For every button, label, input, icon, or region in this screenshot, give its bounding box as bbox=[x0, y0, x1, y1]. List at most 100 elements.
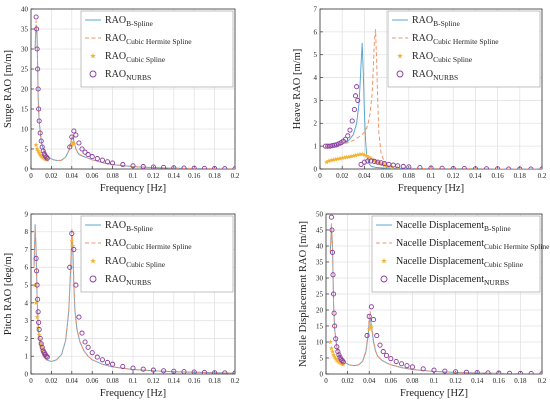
y-tick-labels: 0 1 2 3 4 5 6 7 bbox=[314, 5, 323, 173]
plot-area bbox=[32, 224, 235, 374]
y-tick-label: 0 bbox=[314, 165, 318, 173]
x-tick-label: 0.06 bbox=[385, 377, 398, 385]
x-tick-label: 0.04 bbox=[66, 377, 79, 385]
data-point-circle bbox=[442, 368, 448, 374]
data-point-circle bbox=[69, 134, 75, 140]
data-point-circle bbox=[36, 118, 42, 124]
legend-box bbox=[371, 215, 541, 293]
legend-label-sub: B-Spline bbox=[433, 19, 460, 28]
y-tick-label: 20 bbox=[316, 306, 324, 314]
data-point-circle bbox=[328, 214, 334, 220]
data-point-circle bbox=[329, 249, 336, 255]
data-point-circle bbox=[35, 86, 41, 92]
y-tick-label: 35 bbox=[316, 258, 324, 266]
data-point-circle bbox=[330, 272, 336, 278]
data-point-star bbox=[366, 326, 372, 332]
data-point-star bbox=[328, 157, 334, 163]
legend-label-sub: Cubic Hermite Spline bbox=[126, 242, 192, 251]
x-axis-label: Frequency [Hz] bbox=[398, 183, 464, 194]
data-point-star bbox=[375, 159, 381, 165]
x-tick-label: 0.14 bbox=[168, 377, 181, 385]
y-tick-label: 2 bbox=[314, 120, 318, 128]
x-tick-label: 0.04 bbox=[363, 377, 376, 385]
x-axis-label: Frequency [Hz] bbox=[100, 388, 166, 399]
data-point-circle bbox=[161, 164, 167, 169]
data-point-circle bbox=[89, 154, 95, 160]
data-point-circle bbox=[110, 160, 116, 166]
legend-label-sub: NURBS bbox=[433, 73, 458, 82]
data-point-circle bbox=[388, 356, 394, 362]
data-point-circle bbox=[351, 107, 357, 113]
plot-area bbox=[322, 29, 542, 169]
data-point-star bbox=[33, 142, 39, 148]
legend-label-base: RAO bbox=[105, 15, 126, 26]
data-point-circle bbox=[528, 166, 534, 169]
data-point-star bbox=[368, 155, 374, 161]
data-point-star bbox=[328, 345, 334, 351]
y-tick-label: 0 bbox=[25, 165, 29, 173]
legend-label-base: RAO bbox=[412, 69, 433, 80]
data-point-circle bbox=[89, 350, 95, 356]
x-tick-labels: 0 0.02 0.04 0.06 0.08 0.1 0.12 0.14 0.16 0.18 0.2 bbox=[29, 166, 240, 180]
data-point-circle bbox=[191, 165, 197, 169]
data-point-circle bbox=[368, 304, 374, 310]
plot-area bbox=[33, 14, 235, 169]
y-tick-label: 15 bbox=[21, 105, 29, 113]
data-point-star bbox=[33, 300, 39, 305]
x-tick-label: 0.08 bbox=[106, 172, 119, 180]
data-point-star bbox=[335, 156, 341, 162]
legend-label-sub: B-Spline bbox=[126, 224, 153, 233]
x-tick-label: 0.1 bbox=[129, 172, 138, 180]
data-point-circle bbox=[358, 161, 364, 167]
data-point-circle bbox=[406, 164, 412, 169]
x-tick-label: 0.1 bbox=[129, 377, 138, 385]
legend-symbol-nurbs bbox=[396, 70, 404, 78]
data-point-circle bbox=[104, 159, 111, 165]
data-point-circle bbox=[336, 352, 342, 358]
data-point-circle bbox=[374, 333, 380, 339]
legend-label-base: RAO bbox=[105, 256, 126, 267]
data-point-circle bbox=[44, 155, 50, 161]
data-point-circle bbox=[352, 93, 359, 99]
y-tick-label: 40 bbox=[316, 242, 324, 250]
legend-label-sub: Cubic Spline bbox=[484, 260, 524, 269]
data-point-circle bbox=[34, 46, 40, 52]
legend-label-sub: B-Spline bbox=[126, 19, 153, 28]
data-point-circle bbox=[232, 370, 235, 374]
x-tick-label: 0.18 bbox=[208, 377, 221, 385]
x-tick-label: 0.06 bbox=[86, 172, 99, 180]
legend-label-bspline: Nacelle DisplacementB-Spline bbox=[396, 220, 511, 233]
data-point-star bbox=[341, 154, 347, 160]
data-point-circle bbox=[393, 358, 399, 365]
data-point-circle bbox=[161, 368, 167, 374]
x-tick-label: 0.18 bbox=[208, 172, 221, 180]
data-point-circle bbox=[450, 165, 456, 169]
data-point-circle bbox=[35, 296, 41, 302]
legend-symbol-cubic bbox=[90, 53, 96, 59]
y-tick-label: 8 bbox=[25, 228, 29, 236]
data-point-star bbox=[38, 153, 44, 159]
series-cubic bbox=[324, 151, 401, 169]
legend-label-sub: Cubic Spline bbox=[126, 260, 166, 269]
y-tick-label: 50 bbox=[316, 210, 324, 218]
y-tick-label: 6 bbox=[25, 264, 29, 272]
data-point-circle bbox=[333, 336, 339, 342]
legend-label-sub: Cubic Spline bbox=[126, 55, 166, 64]
x-tick-label: 0.14 bbox=[168, 172, 181, 180]
x-tick-label: 0.16 bbox=[188, 377, 201, 385]
data-point-circle bbox=[181, 369, 187, 374]
data-point-star bbox=[348, 153, 354, 159]
data-point-circle bbox=[171, 368, 177, 374]
data-point-circle bbox=[539, 371, 542, 374]
x-tick-label: 0.04 bbox=[66, 172, 79, 180]
legend-label-base: Nacelle Displacement bbox=[396, 220, 484, 231]
data-point-circle bbox=[130, 365, 136, 371]
data-point-star bbox=[339, 155, 345, 161]
data-point-star bbox=[367, 323, 373, 329]
legend-label-base: RAO bbox=[105, 33, 126, 44]
x-tick-labels: 0 0.02 0.04 0.06 0.08 0.1 0.12 0.14 0.16 0.18 0.2 bbox=[324, 371, 547, 385]
data-point-circle bbox=[334, 344, 340, 350]
legend-symbol-cubic bbox=[381, 258, 387, 264]
